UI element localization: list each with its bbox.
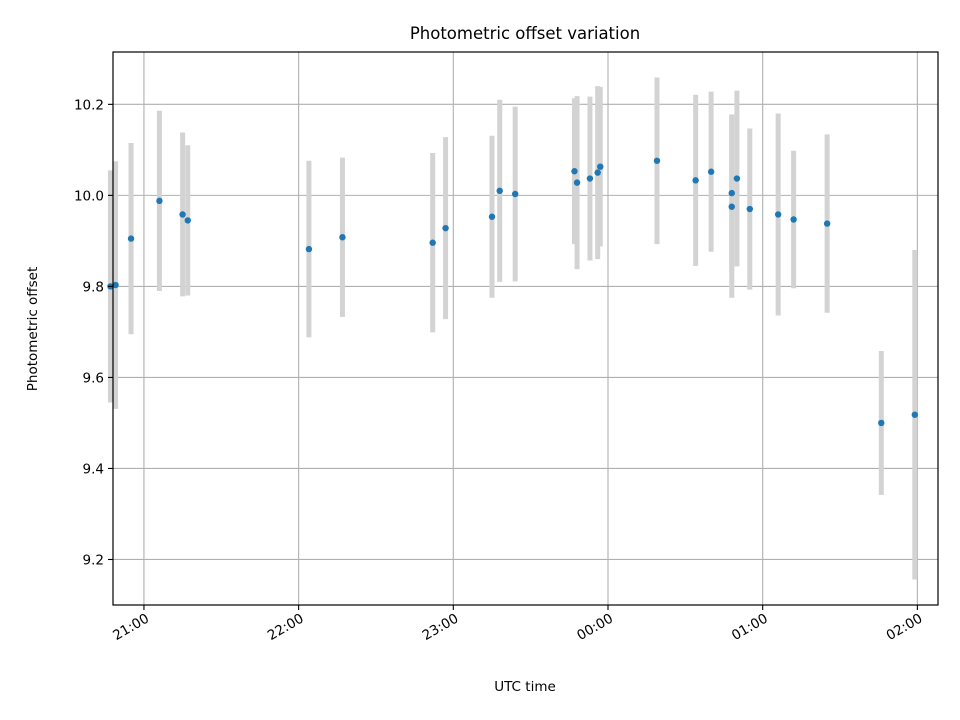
y-axis-label: Photometric offset bbox=[25, 267, 41, 391]
data-point bbox=[728, 203, 735, 210]
data-point bbox=[184, 217, 191, 224]
data-point bbox=[586, 175, 594, 182]
y-tick-label: 9.8 bbox=[83, 279, 104, 295]
data-point bbox=[733, 175, 741, 182]
data-point bbox=[127, 235, 135, 242]
data-point bbox=[790, 216, 797, 223]
y-tick-label: 9.2 bbox=[83, 552, 104, 568]
data-point bbox=[653, 157, 661, 164]
data-point bbox=[571, 168, 578, 175]
data-point bbox=[597, 163, 604, 170]
y-tick-label: 10.0 bbox=[74, 188, 104, 204]
y-tick-label: 9.6 bbox=[83, 370, 104, 386]
data-point bbox=[692, 177, 699, 184]
data-point bbox=[488, 213, 496, 220]
data-point bbox=[339, 234, 346, 241]
data-point bbox=[156, 197, 163, 205]
data-points bbox=[107, 157, 918, 427]
chart-title: Photometric offset variation bbox=[410, 24, 640, 43]
data-point bbox=[746, 205, 753, 213]
data-point bbox=[429, 239, 436, 246]
x-axis-label: UTC time bbox=[494, 679, 556, 695]
data-point bbox=[823, 220, 831, 227]
data-point bbox=[707, 168, 715, 175]
data-point bbox=[573, 179, 581, 186]
data-point bbox=[305, 245, 313, 253]
data-point bbox=[112, 281, 119, 289]
data-point bbox=[179, 211, 186, 218]
data-point bbox=[728, 189, 735, 197]
data-point bbox=[496, 187, 503, 195]
data-point bbox=[442, 224, 449, 232]
data-point bbox=[594, 169, 601, 176]
plot-frame bbox=[112, 51, 939, 606]
grid-lines bbox=[113, 52, 938, 605]
data-point bbox=[911, 411, 918, 418]
data-point bbox=[878, 419, 885, 427]
data-point bbox=[774, 211, 782, 218]
data-point bbox=[511, 190, 519, 198]
y-tick-label: 9.4 bbox=[83, 461, 104, 477]
y-tick-label: 10.2 bbox=[74, 97, 104, 113]
